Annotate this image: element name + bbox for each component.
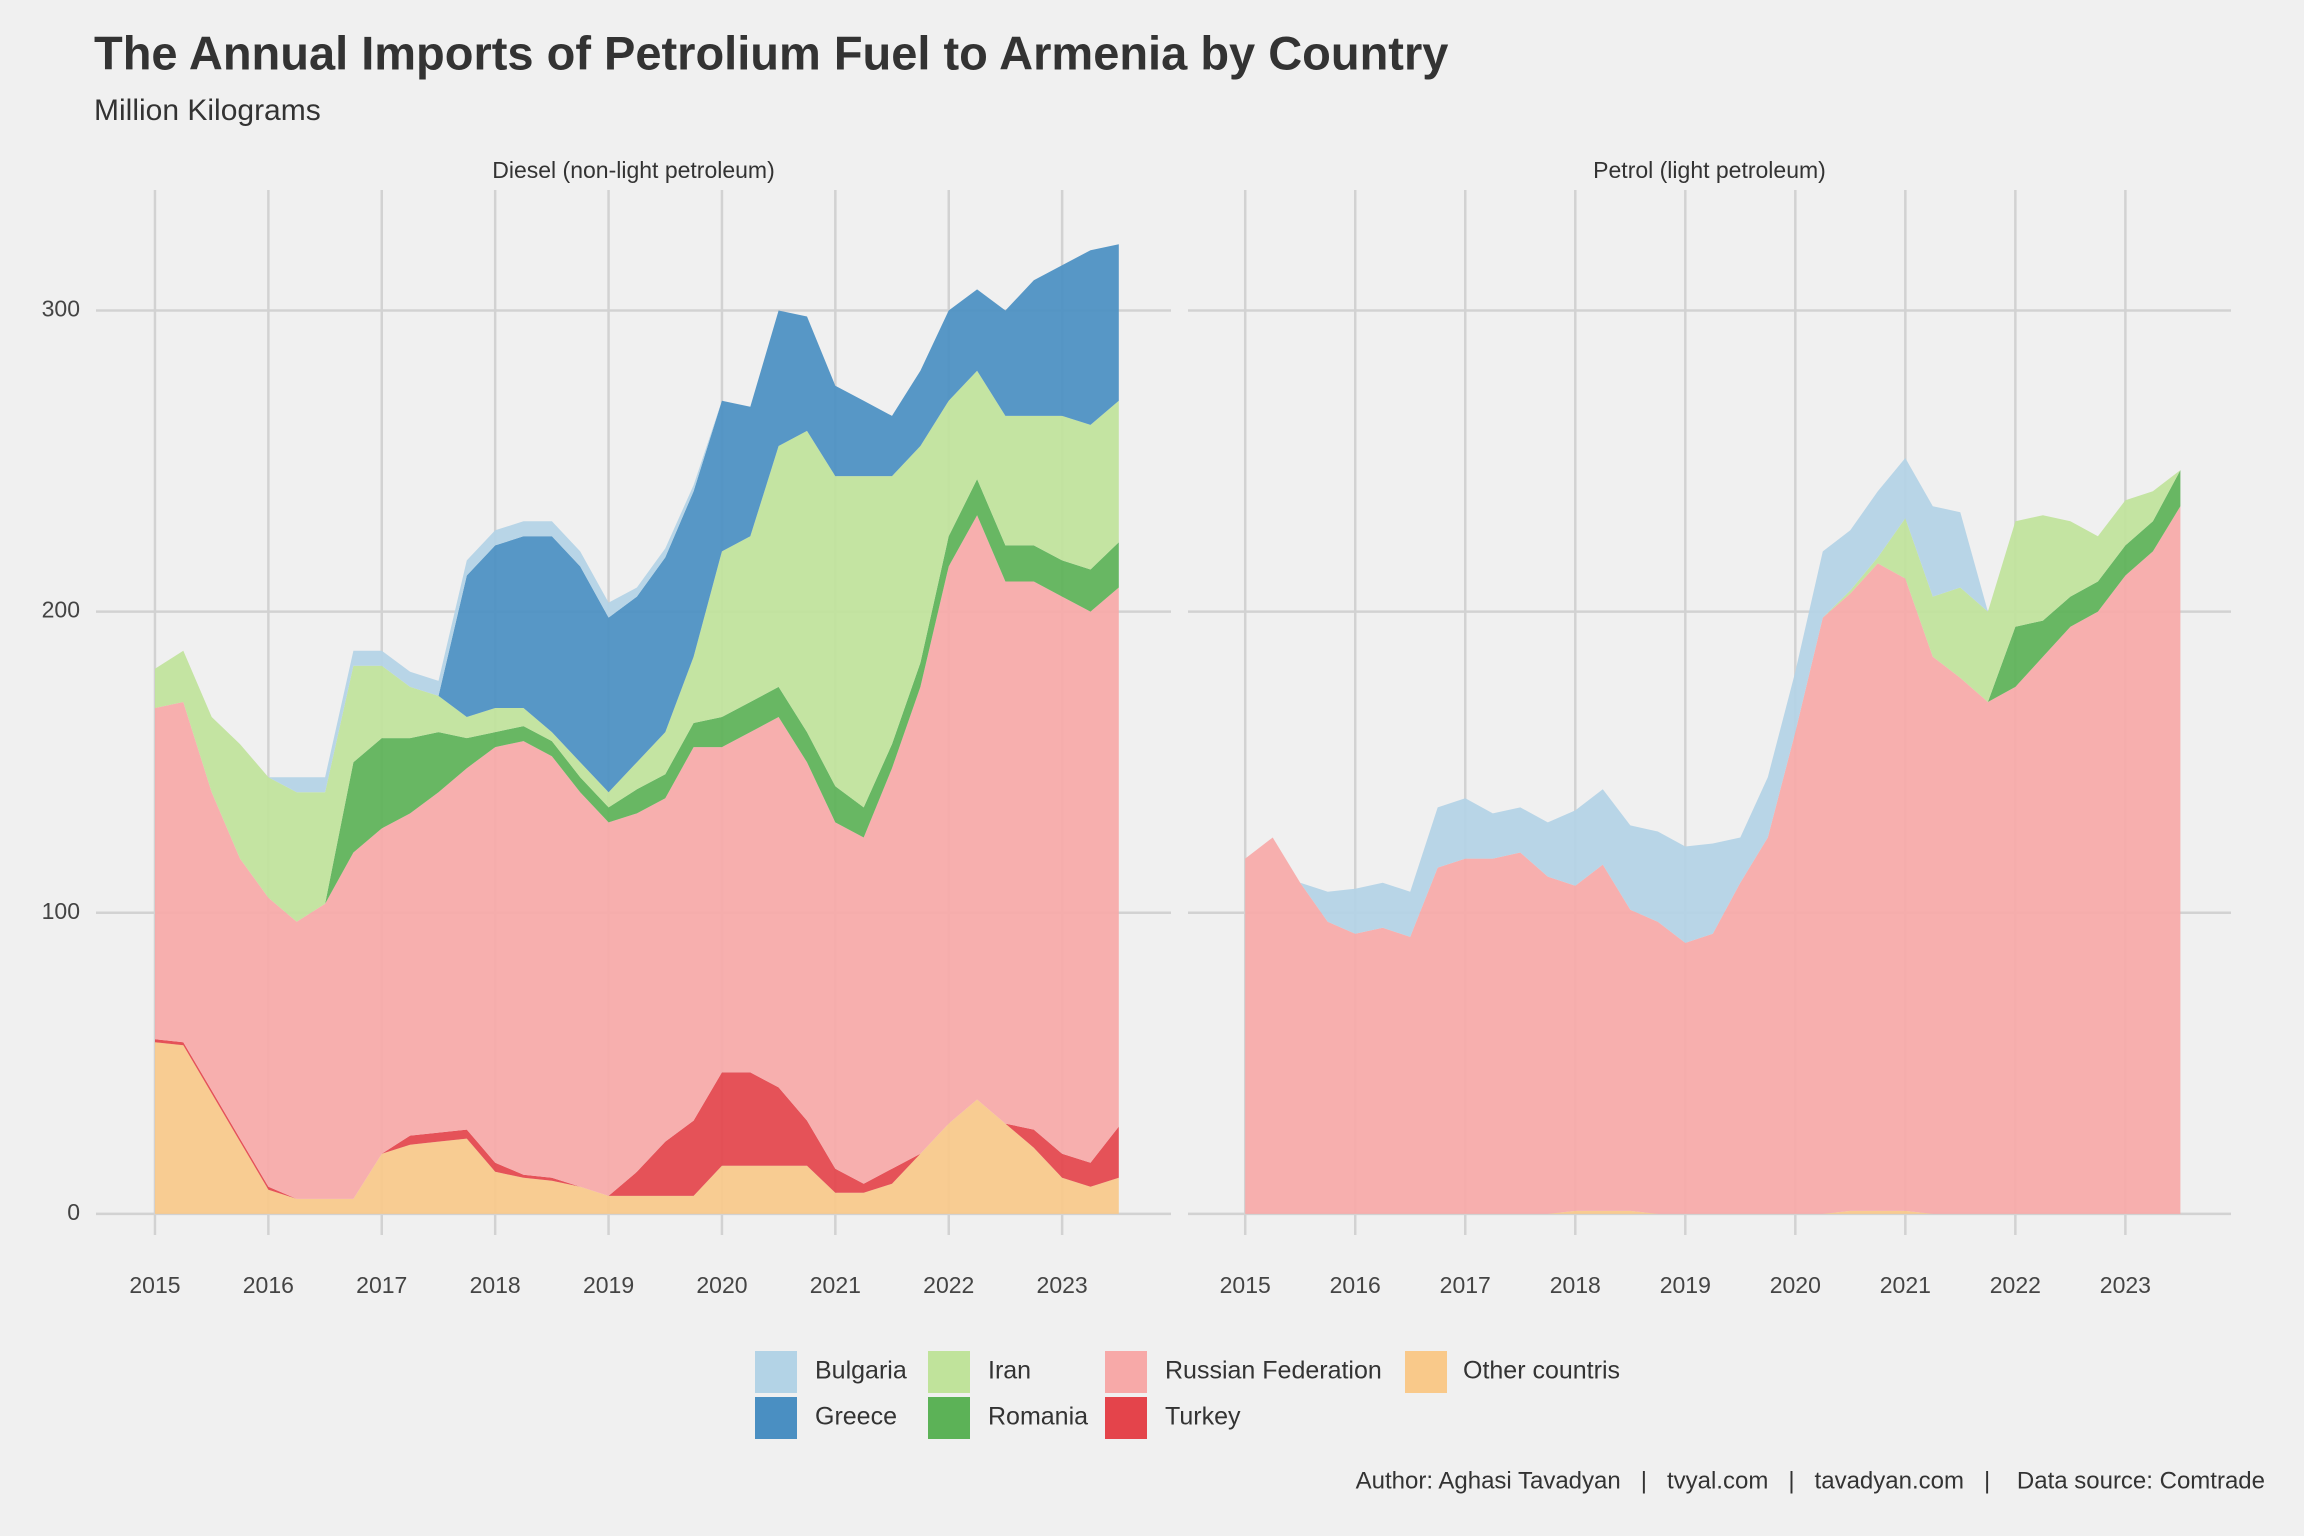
- legend-label: Iran: [988, 1357, 1031, 1385]
- x-tick-label: 2019: [1660, 1272, 1711, 1298]
- chart-title: The Annual Imports of Petrolium Fuel to …: [94, 26, 1448, 79]
- area: [155, 370, 1119, 922]
- x-tick-label: 2017: [356, 1272, 407, 1298]
- x-tick-label: 2022: [923, 1272, 974, 1298]
- legend-label: Romania: [988, 1403, 1088, 1431]
- chart-subtitle: Million Kilograms: [94, 94, 321, 127]
- legend-label: Bulgaria: [815, 1357, 907, 1385]
- x-tick-label: 2023: [2100, 1272, 2151, 1298]
- legend-key: [1105, 1351, 1147, 1393]
- area: [1245, 458, 2181, 943]
- facet-title: Petrol (light petroleum): [1593, 157, 1826, 183]
- legend-label: Other countris: [1463, 1357, 1620, 1385]
- x-tick-label: 2023: [1037, 1272, 1088, 1298]
- area: [155, 515, 1119, 1199]
- x-tick-label: 2018: [470, 1272, 521, 1298]
- y-tick-label: 200: [42, 597, 80, 623]
- x-tick-label: 2016: [1330, 1272, 1381, 1298]
- x-tick-label: 2016: [243, 1272, 294, 1298]
- x-tick-label: 2020: [696, 1272, 747, 1298]
- legend-key: [1405, 1351, 1447, 1393]
- legend-label: Greece: [815, 1403, 897, 1431]
- legend-label: Russian Federation: [1165, 1357, 1382, 1385]
- y-tick-label: 300: [42, 296, 80, 322]
- area: [155, 244, 1119, 793]
- x-tick-label: 2017: [1440, 1272, 1491, 1298]
- legend-key: [755, 1351, 797, 1393]
- area: [1245, 506, 2181, 1214]
- legend-key: [928, 1397, 970, 1439]
- x-tick-label: 2019: [583, 1272, 634, 1298]
- y-tick-label: 0: [67, 1199, 80, 1225]
- legend-key: [928, 1351, 970, 1393]
- x-tick-label: 2018: [1550, 1272, 1601, 1298]
- caption: Author: Aghasi Tavadyan | tvyal.com | ta…: [1356, 1467, 2265, 1494]
- y-tick-label: 100: [42, 898, 80, 924]
- legend-key: [755, 1397, 797, 1439]
- x-tick-label: 2015: [129, 1272, 180, 1298]
- legend-key: [1105, 1397, 1147, 1439]
- x-tick-label: 2021: [810, 1272, 861, 1298]
- legend-label: Turkey: [1165, 1403, 1241, 1431]
- x-tick-label: 2015: [1220, 1272, 1271, 1298]
- x-tick-label: 2022: [1990, 1272, 2041, 1298]
- facet-title: Diesel (non-light petroleum): [492, 157, 775, 183]
- area: [155, 479, 1119, 922]
- x-tick-label: 2020: [1770, 1272, 1821, 1298]
- area: [155, 1042, 1119, 1214]
- x-tick-label: 2021: [1880, 1272, 1931, 1298]
